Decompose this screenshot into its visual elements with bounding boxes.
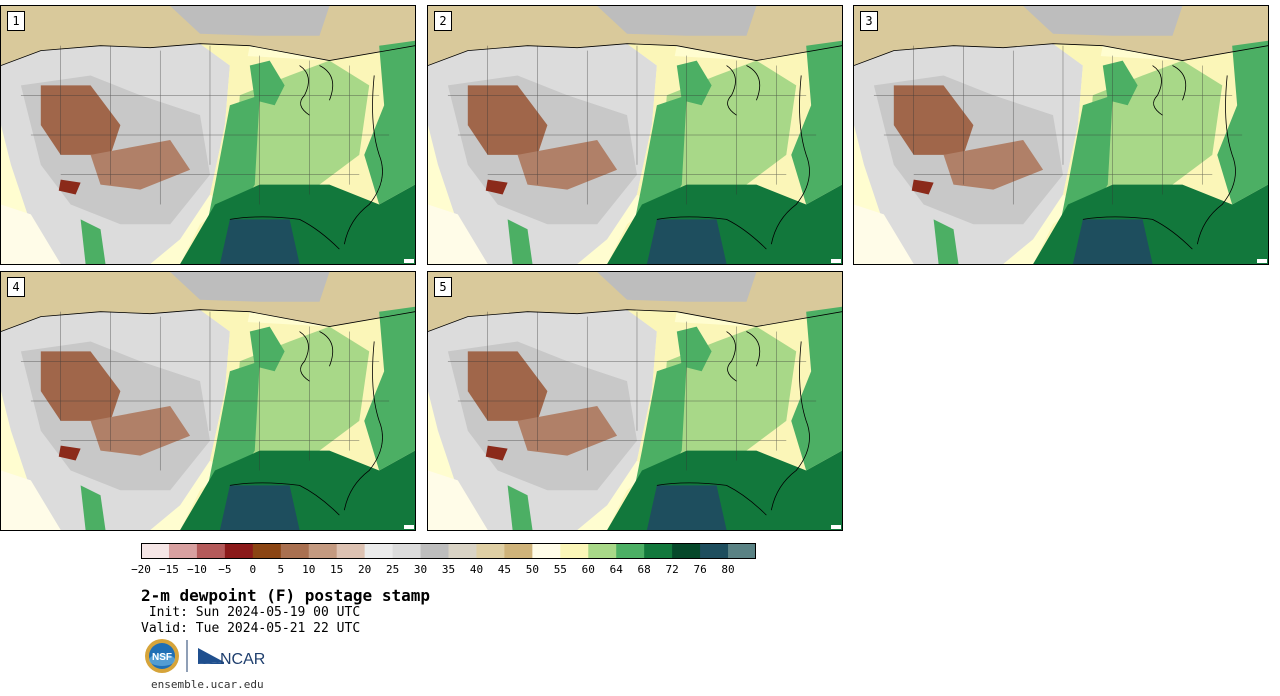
- colorbar-swatch: [672, 543, 701, 559]
- colorbar-tick-label: 0: [249, 563, 257, 576]
- colorbar-tick-label: 15: [330, 563, 344, 576]
- map-panel-4: 4: [0, 271, 416, 531]
- colorbar-tick-label: 80: [721, 563, 735, 576]
- product-title: 2-m dewpoint (F) postage stamp: [141, 586, 430, 605]
- colorbar-tick-label: 25: [385, 563, 400, 576]
- colorbar-tick-label: −10: [186, 563, 207, 576]
- map-panel-2: 2: [427, 5, 843, 265]
- colorbar-swatch: [728, 543, 756, 559]
- member-number: 2: [434, 11, 452, 31]
- colorbar-swatch: [364, 543, 394, 559]
- map-panel-1: 1: [0, 5, 416, 265]
- colorbar-tick-label: 68: [637, 563, 651, 576]
- dewpoint-map: [854, 6, 1268, 264]
- colorbar-tick-label: 20: [358, 563, 372, 576]
- colorbar-tick-label: −15: [159, 563, 179, 576]
- colorbar-tick-label: 55: [553, 563, 567, 576]
- colorbar-tick-label: 45: [497, 563, 512, 576]
- valid-time: Valid: Tue 2024-05-21 22 UTC: [141, 621, 361, 636]
- dewpoint-map: [1, 6, 415, 264]
- dewpoint-map: [1, 272, 415, 530]
- logos: NSF NCAR: [144, 638, 274, 678]
- colorbar-swatch: [224, 543, 254, 559]
- colorbar-swatch: [308, 543, 338, 559]
- colorbar-swatch: [476, 543, 505, 559]
- colorbar-tick-label: 60: [581, 563, 595, 576]
- website-url: ensemble.ucar.edu: [151, 678, 264, 691]
- dewpoint-map: [428, 6, 842, 264]
- colorbar-tick-label: 5: [277, 563, 285, 576]
- dewpoint-map: [428, 272, 842, 530]
- colorbar-tick-label: −20: [131, 563, 151, 576]
- member-number: 5: [434, 277, 452, 297]
- colorbar-tick-label: 76: [693, 563, 707, 576]
- colorbar-swatch: [336, 543, 366, 559]
- colorbar-swatch: [168, 543, 198, 559]
- colorbar-tick-label: 64: [609, 563, 623, 576]
- colorbar-swatch: [141, 543, 170, 559]
- colorbar-legend: [141, 543, 756, 559]
- colorbar-tick-label: 72: [665, 563, 679, 576]
- map-panel-5: 5: [427, 271, 843, 531]
- ncar-logo: NCAR: [198, 648, 265, 668]
- colorbar-swatch: [616, 543, 645, 559]
- nsf-logo-text: NSF: [152, 652, 172, 663]
- nsf-logo: NSF: [145, 639, 179, 673]
- colorbar-tick-label: 30: [413, 563, 428, 576]
- colorbar-swatch: [588, 543, 617, 559]
- colorbar-tick-label: 35: [441, 563, 456, 576]
- colorbar-tick-label: 40: [469, 563, 484, 576]
- colorbar-swatch: [504, 543, 533, 559]
- colorbar-swatch: [280, 543, 310, 559]
- colorbar-tick-label: −5: [218, 563, 232, 576]
- colorbar-swatch: [560, 543, 589, 559]
- member-number: 4: [7, 277, 25, 297]
- colorbar-swatch: [644, 543, 673, 559]
- member-number: 1: [7, 11, 25, 31]
- member-number: 3: [860, 11, 878, 31]
- ncar-logo-text: NCAR: [220, 651, 265, 668]
- colorbar-tick-label: 10: [302, 563, 316, 576]
- colorbar-swatch: [252, 543, 282, 559]
- colorbar-swatch: [448, 543, 477, 559]
- map-panel-3: 3: [853, 5, 1269, 265]
- colorbar-tick-label: 50: [525, 563, 539, 576]
- colorbar-swatch: [392, 543, 422, 559]
- colorbar-swatch: [532, 543, 561, 559]
- colorbar-swatch: [196, 543, 226, 559]
- colorbar-swatch: [420, 543, 449, 559]
- init-time: Init: Sun 2024-05-19 00 UTC: [141, 605, 361, 620]
- colorbar-swatch: [700, 543, 729, 559]
